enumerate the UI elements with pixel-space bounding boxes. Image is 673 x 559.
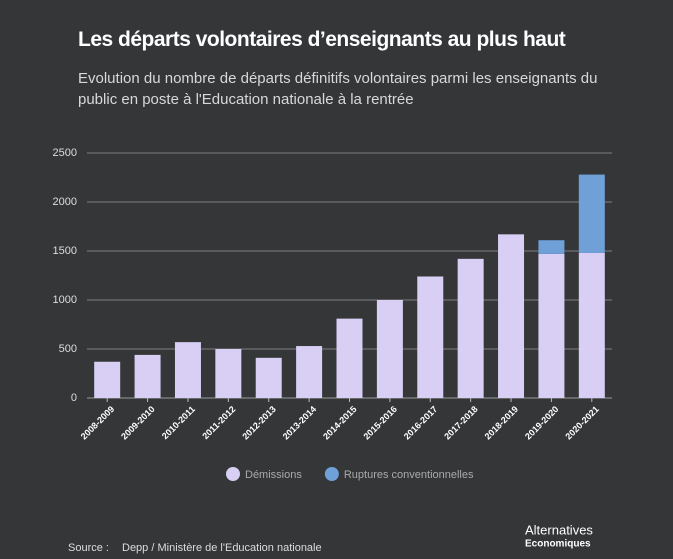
x-tick-label: 2011-2012 <box>200 404 237 441</box>
x-tick-label: 2013-2014 <box>281 404 319 442</box>
bar <box>94 361 121 398</box>
x-tick-label: 2017-2018 <box>442 404 480 442</box>
bar <box>134 354 161 398</box>
bar <box>417 276 444 398</box>
x-tick-label: 2010-2011 <box>160 404 197 441</box>
bar <box>376 300 403 398</box>
y-tick-label: 2000 <box>53 196 77 208</box>
bar <box>498 234 525 398</box>
bar <box>174 342 201 398</box>
x-tick-label: 2014-2015 <box>321 404 359 442</box>
y-tick-label: 0 <box>71 392 77 404</box>
bar <box>255 357 282 398</box>
x-tick-label: 2015-2016 <box>361 404 399 442</box>
bar <box>215 349 242 398</box>
x-tick-label: 2018-2019 <box>483 404 521 442</box>
y-tick-label: 1000 <box>53 294 77 306</box>
bar <box>538 253 565 398</box>
legend-label: Ruptures conventionnelles <box>344 469 474 481</box>
bar <box>336 318 363 398</box>
x-tick-label: 2019-2020 <box>523 404 561 442</box>
x-tick-label: 2016-2017 <box>402 404 440 442</box>
x-tick-label: 2008-2009 <box>79 404 117 442</box>
source: Depp / Ministère de l'Education national… <box>122 542 322 554</box>
x-tick-label: 2009-2010 <box>119 404 157 442</box>
x-tick-label: 2020-2021 <box>563 404 601 442</box>
legend-swatch <box>226 467 240 481</box>
legend-label: Démissions <box>245 469 302 481</box>
bar <box>457 258 484 398</box>
legend-swatch <box>324 467 339 481</box>
source-label: Source : <box>68 542 109 554</box>
y-tick-label: 500 <box>59 343 77 355</box>
bar <box>296 346 323 398</box>
y-tick-label: 2500 <box>53 147 77 159</box>
subtitle: public en poste à l'Education nationale … <box>78 91 414 108</box>
bar <box>538 240 565 254</box>
logo: Alternatives <box>525 522 593 537</box>
y-tick-label: 1500 <box>53 245 77 257</box>
chart-title: Les départs volontaires d’enseignants au… <box>78 28 566 51</box>
bar <box>578 252 605 398</box>
bar <box>578 174 605 253</box>
logo: Economiques <box>525 539 591 550</box>
subtitle: Evolution du nombre de départs définitif… <box>78 70 598 87</box>
x-tick-label: 2012-2013 <box>240 404 278 442</box>
